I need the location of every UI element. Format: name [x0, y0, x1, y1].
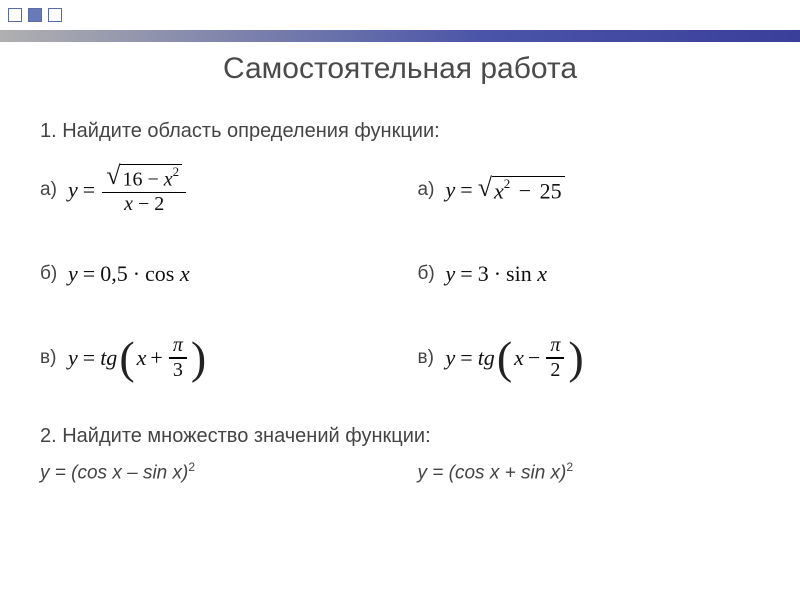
square-filled [28, 8, 42, 22]
eq-a-left: y = √ 16 − x2 [68, 164, 188, 216]
row-a-left: а) y = √ 16 − x2 [40, 161, 393, 219]
row-a-right: а) y = √ x2 − 25 [418, 161, 771, 219]
label-v: в) [418, 347, 446, 369]
content: 1. Найдите область определения функции: … [40, 120, 770, 484]
col-right: а) y = √ x2 − 25 б) [418, 161, 771, 413]
square-empty [48, 8, 62, 22]
square-empty [8, 8, 22, 22]
corner-squares [8, 8, 62, 22]
eq-b-left: y = 0,5 · cos x [68, 261, 190, 287]
fn-left: y = (cos x – sin x)2 [40, 460, 393, 484]
label-v: в) [40, 347, 68, 369]
label-a: а) [418, 179, 446, 201]
eq-v-right: y = tg ( x − π 2 ) [446, 334, 586, 381]
label-b: б) [40, 263, 68, 285]
sqrt: √ 16 − x2 [106, 164, 182, 192]
page-title: Самостоятельная работа [0, 52, 800, 86]
label-a: а) [40, 179, 68, 201]
header-bar [0, 30, 800, 42]
fraction: √ 16 − x2 x − 2 [102, 164, 186, 216]
eq-a-right: y = √ x2 − 25 [446, 176, 565, 204]
task2-columns: y = (cos x – sin x)2 y = (cos x + sin x)… [40, 460, 770, 484]
task1-columns: а) y = √ 16 − x2 [40, 161, 770, 413]
sqrt: √ x2 − 25 [478, 176, 565, 204]
col-left: а) y = √ 16 − x2 [40, 161, 393, 413]
row-b-right: б) y = 3 · sin x [418, 245, 771, 303]
label-b: б) [418, 263, 446, 285]
eq-v-left: y = tg ( x + π 3 ) [68, 334, 208, 381]
task2-prompt: 2. Найдите множество значений функции: [40, 425, 770, 448]
task1-prompt: 1. Найдите область определения функции: [40, 120, 770, 143]
row-v-right: в) y = tg ( x − π 2 ) [418, 329, 771, 387]
eq-b-right: y = 3 · sin x [446, 261, 547, 287]
row-b-left: б) y = 0,5 · cos x [40, 245, 393, 303]
fn-right: y = (cos x + sin x)2 [418, 460, 771, 484]
row-v-left: в) y = tg ( x + π 3 ) [40, 329, 393, 387]
